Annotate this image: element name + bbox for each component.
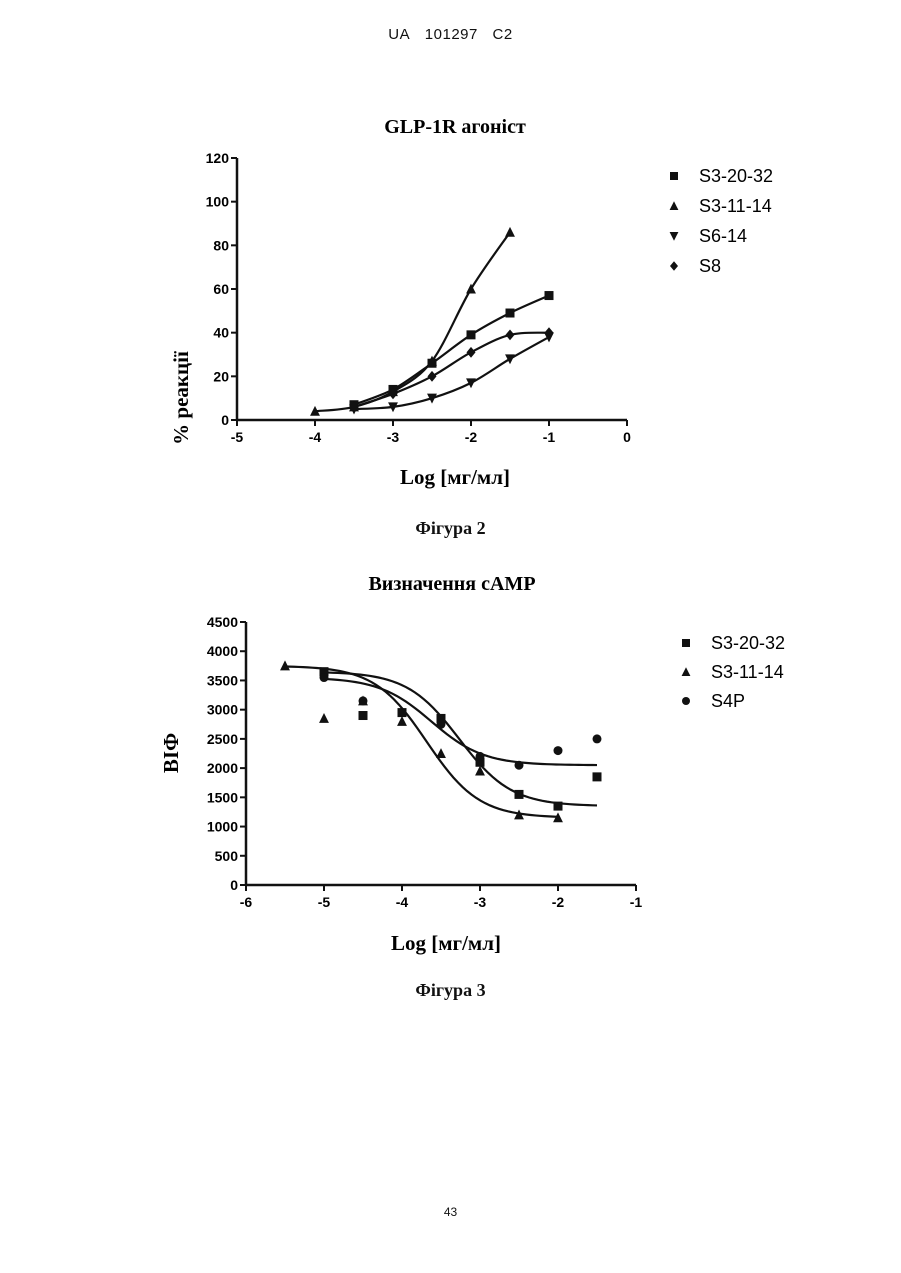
x-tick-label: -1: [543, 429, 556, 445]
legend-label: S3-11-14: [711, 662, 784, 682]
data-point: [319, 713, 329, 723]
legend: S3-20-32 S3-11-14 S4P: [682, 633, 785, 711]
data-point: [506, 309, 515, 318]
legend-marker: [682, 697, 690, 705]
data-point: [505, 227, 515, 237]
data-point: [554, 802, 563, 811]
series-S6-14: [349, 333, 554, 415]
y-tick-label: 3500: [207, 672, 238, 688]
data-point: [397, 716, 407, 726]
x-tick-label: -5: [318, 894, 331, 910]
legend-label: S3-20-32: [699, 166, 773, 186]
data-point: [280, 660, 290, 670]
y-tick-label: 80: [213, 237, 229, 253]
legend-marker: [670, 201, 679, 210]
y-tick-label: 20: [213, 368, 229, 384]
x-axis-label: Log [мг/мл]: [391, 931, 501, 955]
page-number: 43: [0, 1205, 901, 1219]
header-country: UA: [388, 26, 410, 43]
x-tick-label: -6: [240, 894, 253, 910]
legend-marker: [682, 639, 690, 647]
x-axis-label: Log [мг/мл]: [400, 465, 510, 489]
y-tick-label: 4000: [207, 643, 238, 659]
series-S8: [350, 327, 554, 412]
x-tick-label: -5: [231, 429, 244, 445]
x-tick-label: -1: [630, 894, 643, 910]
plot-area: 0 20 40 60 80 100 120 -5 -4 -3 -2 -1 0: [206, 150, 631, 445]
legend-label: S6-14: [699, 226, 747, 246]
legend-marker: [670, 232, 679, 241]
series-S3-11-14: [310, 227, 515, 416]
legend-label: S8: [699, 256, 721, 276]
chart-title: Визначення cAMP: [368, 573, 535, 595]
figure-3-chart: Визначення cAMP ВІФ Log [мг/мл] 0 500 1000…: [0, 565, 901, 965]
data-point: [359, 711, 368, 720]
patent-header: UA 101297 C2: [0, 26, 901, 43]
data-point: [515, 761, 524, 770]
data-point: [505, 354, 515, 364]
data-point: [428, 371, 437, 382]
data-point: [545, 291, 554, 300]
x-tick-label: -2: [552, 894, 565, 910]
legend-marker: [670, 261, 678, 271]
y-axis-label: ВІФ: [159, 733, 183, 773]
y-tick-label: 0: [230, 877, 238, 893]
data-point: [554, 746, 563, 755]
y-tick-label: 500: [215, 848, 239, 864]
figure-2-caption: Фігура 2: [0, 518, 901, 539]
series-S4P: [320, 673, 602, 770]
x-tick-label: 0: [623, 429, 631, 445]
data-point: [593, 772, 602, 781]
data-point: [545, 327, 554, 338]
legend-label: S3-20-32: [711, 633, 785, 653]
y-tick-label: 4500: [207, 614, 238, 630]
legend-label: S3-11-14: [699, 196, 772, 216]
y-tick-label: 2000: [207, 760, 238, 776]
legend-marker: [670, 172, 678, 180]
data-point: [359, 696, 368, 705]
data-point: [436, 748, 446, 758]
data-point: [467, 330, 476, 339]
y-tick-label: 2500: [207, 731, 238, 747]
data-point: [476, 752, 485, 761]
series-line: [354, 296, 549, 405]
y-tick-label: 120: [206, 150, 230, 166]
x-tick-label: -2: [465, 429, 478, 445]
legend-label: S4P: [711, 691, 745, 711]
plot-area: 0 500 1000 1500 2000 2500 3000 3500 4000 4500 -6 -5…: [207, 614, 643, 910]
x-tick-label: -4: [396, 894, 409, 910]
x-tick-label: -4: [309, 429, 322, 445]
x-tick-label: -3: [474, 894, 487, 910]
y-tick-label: 3000: [207, 702, 238, 718]
data-point: [593, 734, 602, 743]
chart-title: GLP-1R агоніст: [384, 116, 526, 138]
data-point: [320, 673, 329, 682]
header-number: 101297: [425, 26, 478, 43]
series-line: [315, 232, 510, 411]
x-tick-label: -3: [387, 429, 400, 445]
header-kind: C2: [493, 26, 513, 43]
data-point: [515, 790, 524, 799]
y-tick-label: 1500: [207, 789, 238, 805]
y-tick-label: 100: [206, 194, 230, 210]
data-point: [466, 378, 476, 388]
figure-3-caption: Фігура 3: [0, 980, 901, 1001]
data-point: [467, 347, 476, 358]
legend: S3-20-32 S3-11-14 S6-14 S8: [670, 166, 773, 276]
data-point: [398, 708, 407, 717]
data-point: [437, 720, 446, 729]
y-axis-label: % реакції: [169, 351, 193, 445]
y-tick-label: 1000: [207, 819, 238, 835]
y-tick-label: 60: [213, 281, 229, 297]
legend-marker: [682, 667, 691, 676]
data-point: [506, 329, 515, 340]
y-tick-label: 0: [221, 412, 229, 428]
figure-2-chart: GLP-1R агоніст % реакції Log [мг/мл] 0 20…: [0, 100, 901, 620]
series-S3-20-32: [320, 667, 602, 810]
y-tick-label: 40: [213, 325, 229, 341]
